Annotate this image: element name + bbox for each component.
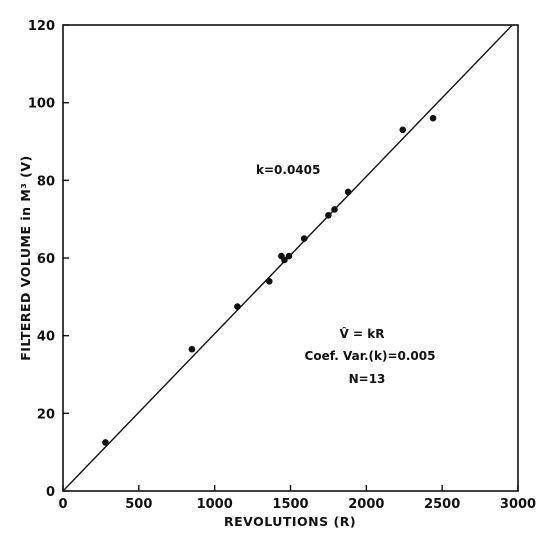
x-axis-title: REVOLUTIONS (R) bbox=[224, 514, 356, 529]
y-tick-label: 80 bbox=[37, 174, 55, 189]
data-point bbox=[102, 439, 109, 446]
data-point bbox=[300, 235, 308, 242]
x-tick-label: 1500 bbox=[272, 497, 308, 512]
y-axis-ticks: 0 20 40 60 80 100 120 bbox=[28, 19, 69, 500]
x-tick-label: 0 bbox=[58, 497, 67, 512]
y-tick-label: 120 bbox=[28, 19, 55, 34]
x-tick-label: 1000 bbox=[197, 497, 233, 512]
data-point bbox=[344, 188, 352, 196]
x-tick-label: 2500 bbox=[424, 497, 460, 512]
data-point bbox=[265, 278, 273, 285]
data-points bbox=[102, 114, 437, 446]
x-tick-label: 2000 bbox=[348, 497, 384, 512]
x-tick-label: 500 bbox=[125, 497, 152, 512]
k-value-annotation: k=0.0405 bbox=[256, 163, 320, 177]
data-point bbox=[325, 211, 332, 219]
y-tick-label: 40 bbox=[37, 330, 55, 345]
y-axis-title: FILTERED VOLUME in M³ (V) bbox=[18, 155, 33, 361]
y-tick-label: 0 bbox=[46, 485, 55, 500]
equation-annotation: V̂ = kR bbox=[340, 327, 385, 341]
data-point bbox=[331, 206, 338, 213]
data-point bbox=[285, 252, 293, 260]
sample-size-annotation: N=13 bbox=[349, 372, 386, 386]
x-axis-ticks: 0 500 1000 1500 2000 2500 3000 bbox=[58, 485, 536, 512]
y-tick-label: 20 bbox=[37, 407, 55, 422]
data-point bbox=[429, 114, 437, 122]
data-point bbox=[399, 126, 407, 134]
coef-var-annotation: Coef. Var.(k)=0.005 bbox=[305, 349, 436, 363]
x-tick-label: 3000 bbox=[500, 497, 536, 512]
y-tick-label: 60 bbox=[37, 252, 55, 267]
data-point bbox=[188, 345, 196, 353]
data-point bbox=[281, 256, 288, 264]
data-point bbox=[234, 303, 241, 310]
y-tick-label: 100 bbox=[28, 97, 55, 112]
